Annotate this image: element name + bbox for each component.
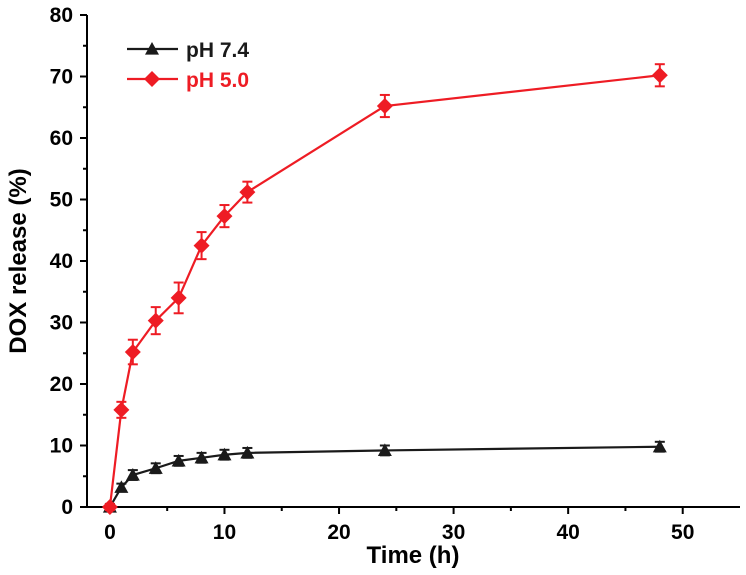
y-tick-label: 10 [50,435,73,458]
data-point [651,67,668,84]
data-point [124,344,141,361]
y-tick-label: 50 [50,189,73,212]
data-point [125,468,140,481]
legend-label: pH 7.4 [186,39,249,62]
legend-item: pH 5.0 [127,69,249,92]
y-tick-label: 70 [50,66,73,89]
x-tick-label: 50 [671,521,694,544]
y-tick-label: 30 [50,312,73,335]
data-point [171,453,186,467]
x-tick-label: 40 [556,521,579,544]
x-tick-label: 0 [104,521,116,544]
y-tick-label: 60 [50,127,73,150]
data-point [377,443,392,457]
series-line [108,74,660,508]
series-1 [101,63,668,515]
series-0 [102,439,667,513]
series-line [108,445,660,508]
triangle-marker-icon [145,42,159,55]
legend: pH 7.4 pH 5.0 [127,39,249,92]
x-tick-label: 20 [327,521,350,544]
data-point [114,480,129,493]
y-tick-label: 0 [61,496,73,519]
data-point [217,447,232,461]
data-point [147,312,164,329]
legend-label: pH 5.0 [186,69,249,92]
data-point [193,237,210,254]
diamond-marker-icon [144,71,160,87]
data-point [239,184,256,201]
data-point [101,499,118,515]
data-point [652,439,667,453]
x-tick-label: 10 [213,521,236,544]
data-point [113,401,130,418]
y-tick-label: 80 [50,4,73,27]
data-point [194,450,209,464]
x-tick-label: 30 [442,521,465,544]
y-axis-title: DOX release (%) [5,168,32,353]
y-tick-label: 20 [50,373,73,396]
y-tick-label: 40 [50,250,73,273]
data-point [376,98,393,115]
series-layer [101,63,668,515]
x-axis-title: Time (h) [367,542,460,569]
plot-area [86,15,740,508]
data-point [148,461,163,474]
y-ticks: 0 10 20 30 40 50 60 70 80 [50,4,87,519]
data-point [216,208,233,225]
data-point [170,289,187,306]
x-ticks: 0 10 20 30 40 50 [104,507,694,544]
legend-item: pH 7.4 [127,39,249,62]
data-point [240,445,255,459]
